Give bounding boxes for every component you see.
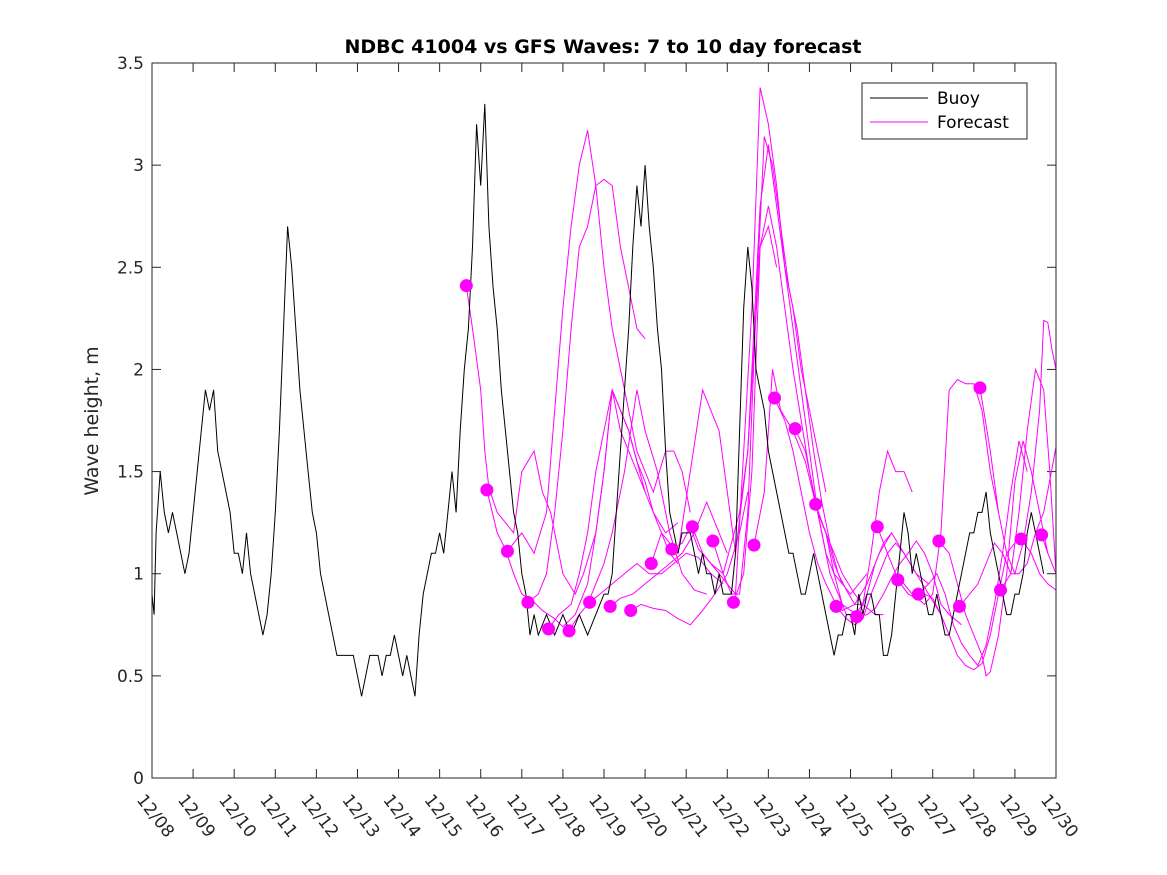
forecast-line-1 xyxy=(465,285,646,596)
forecast-start-marker-9 xyxy=(624,603,638,617)
forecast-line-23 xyxy=(917,440,1028,667)
forecast-start-marker-28 xyxy=(1014,532,1028,546)
legend: Buoy Forecast xyxy=(861,82,1028,140)
forecast-start-marker-13 xyxy=(706,534,720,548)
y-tick-label: 2.5 xyxy=(117,258,144,278)
forecast-start-marker-14 xyxy=(726,595,740,609)
legend-forecast-label: Forecast xyxy=(937,113,1009,133)
forecast-line-27 xyxy=(1000,367,1057,591)
forecast-line-8 xyxy=(609,500,728,607)
forecast-start-marker-22 xyxy=(891,573,905,587)
y-tick-label: 2 xyxy=(133,360,144,380)
buoy-line xyxy=(151,103,1045,697)
plot-area xyxy=(151,87,1057,697)
forecast-line-25 xyxy=(959,447,1057,607)
forecast-start-marker-23 xyxy=(911,587,925,601)
forecast-start-marker-12 xyxy=(685,520,699,534)
forecast-start-marker-19 xyxy=(829,599,843,613)
forecast-line-19 xyxy=(835,542,942,626)
forecast-start-marker-20 xyxy=(850,610,864,624)
forecast-line-4 xyxy=(527,178,646,603)
forecast-line-14 xyxy=(732,205,868,603)
forecast-start-marker-25 xyxy=(952,599,966,613)
forecast-line-28 xyxy=(1020,538,1057,591)
forecast-start-marker-10 xyxy=(644,557,658,570)
legend-buoy-label: Buoy xyxy=(937,89,980,109)
forecast-line-24 xyxy=(938,440,1049,677)
forecast-start-marker-8 xyxy=(603,599,617,613)
forecast-start-marker-5 xyxy=(542,622,556,636)
forecast-line-3 xyxy=(507,130,691,555)
forecast-line-9 xyxy=(630,491,749,626)
y-tick-label: 3.5 xyxy=(117,54,144,74)
forecast-start-marker-3 xyxy=(500,544,514,558)
forecast-start-marker-11 xyxy=(665,542,679,556)
y-axis-label: Wave height, m xyxy=(81,346,103,495)
forecast-line-5 xyxy=(548,388,679,630)
legend-box xyxy=(861,82,1028,140)
forecast-start-marker-26 xyxy=(973,381,987,395)
y-tick-label: 0.5 xyxy=(117,667,144,687)
forecast-line-26 xyxy=(979,319,1057,576)
y-tick-labels: 0 0.5 1 1.5 2 2.5 3 3.5 xyxy=(117,54,144,789)
forecast-start-marker-17 xyxy=(788,422,802,436)
forecast-start-marker-6 xyxy=(562,624,576,638)
axis-ticks xyxy=(151,62,1057,779)
forecast-start-marker-1 xyxy=(459,279,473,293)
y-tick-label: 3 xyxy=(133,156,144,176)
y-tick-label: 0 xyxy=(133,769,144,789)
forecast-start-marker-24 xyxy=(932,534,946,548)
forecast-line-2 xyxy=(486,389,679,628)
forecast-start-marker-16 xyxy=(768,391,782,405)
forecast-start-marker-18 xyxy=(809,497,823,511)
forecast-start-marker-4 xyxy=(521,595,535,609)
chart-title: NDBC 41004 vs GFS Waves: 7 to 10 day for… xyxy=(344,36,861,58)
forecast-start-marker-27 xyxy=(994,583,1008,597)
forecast-start-marker-29 xyxy=(1035,528,1049,542)
forecast-start-marker-15 xyxy=(747,538,761,552)
forecast-start-marker-2 xyxy=(480,483,494,497)
y-tick-label: 1.5 xyxy=(117,463,144,483)
forecast-line-16 xyxy=(774,397,893,612)
forecast-start-marker-7 xyxy=(583,595,597,609)
y-tick-label: 1 xyxy=(133,565,144,585)
forecast-start-marker-21 xyxy=(870,520,884,534)
forecast-line-20 xyxy=(856,540,962,626)
axes-box xyxy=(151,62,1057,779)
